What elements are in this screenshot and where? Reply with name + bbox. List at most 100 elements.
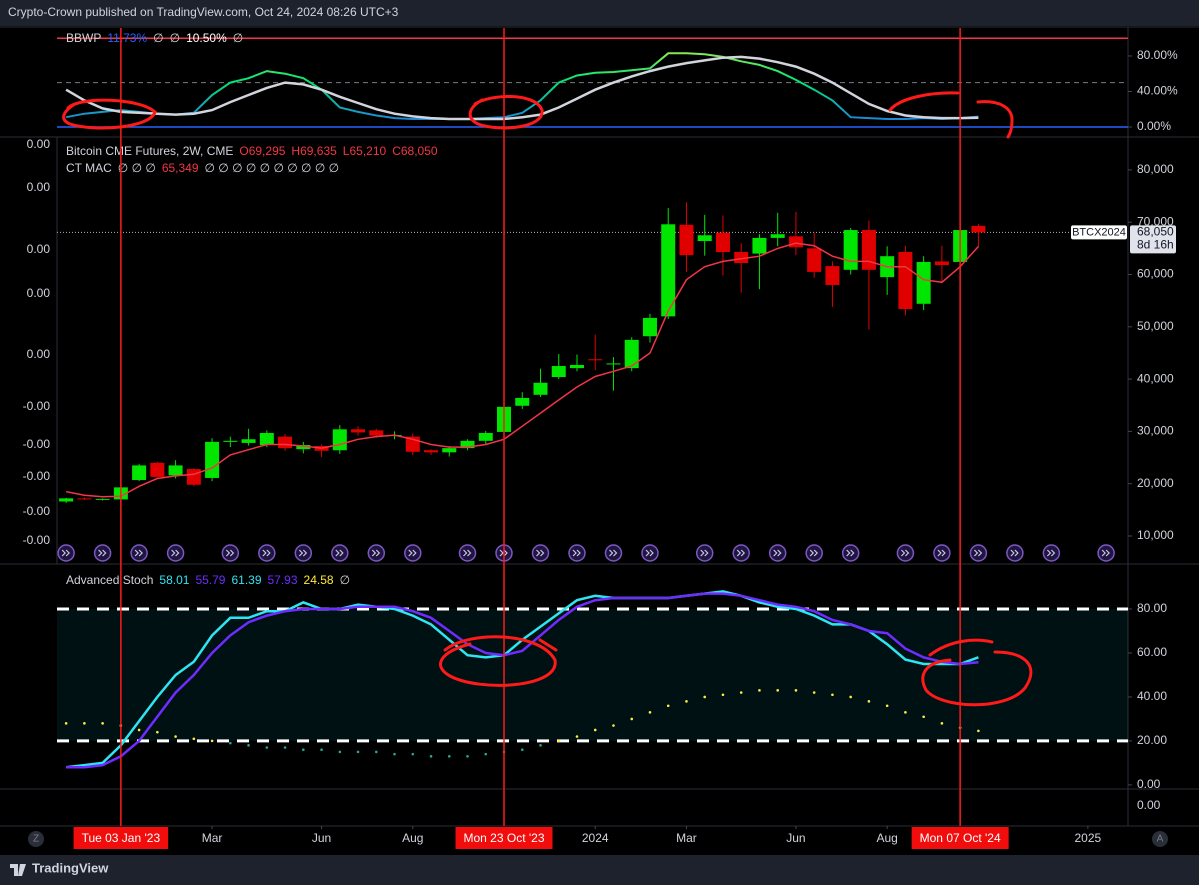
- legend-item: ∅ ∅ ∅: [118, 161, 156, 175]
- y-tick-label: 30,000: [1137, 424, 1174, 438]
- symbol-label: BTCX2024: [1072, 226, 1126, 238]
- candle-body: [934, 261, 949, 266]
- event-icon: [221, 544, 240, 562]
- event-icon: [695, 544, 714, 562]
- candle-body: [916, 261, 931, 304]
- dot: [849, 695, 852, 699]
- event-icon: [130, 544, 148, 562]
- event-icon: [1097, 544, 1115, 562]
- event-icon-arrow: [408, 549, 417, 557]
- event-icon-arrow: [171, 549, 180, 557]
- plot: 0.00% 40.00% 80.00% BBWP 11.73% ∅ ∅ 10.50% ∅ 10,0…: [23, 28, 1178, 849]
- legend-item: ∅: [153, 31, 163, 45]
- event-icon: [896, 544, 915, 562]
- y-tick-label: 50,000: [1137, 319, 1174, 333]
- candle-body: [661, 224, 676, 317]
- candle-body: [807, 248, 822, 272]
- legend-item: 61.39: [231, 573, 261, 587]
- event-icon-arrow: [98, 549, 107, 557]
- candle-body: [533, 382, 548, 395]
- event-icon-arrow: [225, 549, 235, 557]
- dot: [247, 744, 250, 747]
- hand-circle: [62, 98, 157, 130]
- event-icon: [805, 544, 823, 562]
- candle-body: [770, 234, 785, 238]
- event-icon-arrow: [973, 549, 983, 557]
- dot: [320, 748, 323, 752]
- candle-body: [551, 366, 566, 378]
- left-axis-label: -0.00: [23, 437, 51, 451]
- event-icon-arrow: [262, 549, 271, 557]
- legend-item: ∅: [233, 31, 243, 45]
- event-icon: [331, 544, 349, 562]
- candle-body: [296, 445, 311, 450]
- symbol-box: [1071, 225, 1127, 240]
- button-label: A: [1157, 834, 1164, 845]
- candle-body: [168, 465, 183, 476]
- y-tick-label: 80.00: [1137, 601, 1167, 615]
- dot: [630, 717, 634, 721]
- candle-body: [241, 439, 256, 443]
- legend-item: ∅: [340, 573, 350, 587]
- legend-item: C68,050: [392, 144, 438, 158]
- button-label: Z: [33, 834, 39, 845]
- y-tick-label: 10,000: [1137, 528, 1174, 542]
- x-tick-label: Mon 07 Oct '24: [920, 831, 1001, 845]
- legend-item: 58.01: [159, 573, 189, 587]
- event-icon: [258, 544, 276, 562]
- event-icon-arrow: [536, 549, 545, 557]
- annotations: [62, 91, 1033, 707]
- y-tick-label: 40.00: [1137, 689, 1167, 703]
- dot: [101, 722, 104, 725]
- button[interactable]: [1152, 831, 1168, 847]
- y-tick-label: 60,000: [1137, 267, 1174, 281]
- event-icon-arrow: [61, 549, 70, 557]
- x-tick-label: Tue 03 Jan '23: [82, 831, 161, 845]
- dot: [904, 711, 907, 714]
- legend-item: 10.50%: [186, 31, 227, 45]
- y-tick-label: 40,000: [1137, 371, 1174, 385]
- candle-body: [642, 317, 657, 337]
- event-icon-arrow: [371, 549, 381, 557]
- dot: [156, 730, 159, 734]
- candle-body: [259, 432, 274, 446]
- x-tick-label: 2025: [1075, 831, 1102, 845]
- dot: [229, 741, 232, 745]
- event-icon: [841, 544, 860, 562]
- hand-mark: [888, 91, 960, 112]
- price-box: [1130, 225, 1176, 254]
- candle-body: [369, 430, 384, 436]
- event-icon: [1006, 544, 1024, 562]
- dot: [192, 737, 196, 741]
- dot: [174, 735, 177, 738]
- candle-body: [95, 498, 110, 500]
- legend-item: 55.79: [195, 573, 225, 587]
- dot: [940, 722, 944, 725]
- series-line: [65, 55, 979, 121]
- left-axis-label: -0.00: [23, 504, 51, 518]
- button[interactable]: [28, 831, 44, 847]
- legend-item: Bitcoin CME Futures, 2W, CME: [66, 144, 233, 158]
- pane-borders: [0, 26, 1199, 827]
- candle-body: [332, 429, 347, 451]
- dot: [794, 689, 798, 692]
- dot: [703, 695, 707, 699]
- legend-item: Advanced Stoch: [66, 573, 153, 587]
- dot: [466, 755, 469, 758]
- series-line: [66, 592, 979, 769]
- event-icon: [531, 544, 550, 562]
- dot: [83, 722, 86, 725]
- dot: [137, 728, 141, 732]
- dot: [557, 739, 561, 743]
- event-icon: [367, 544, 386, 562]
- candle-body: [150, 462, 165, 477]
- dot: [666, 704, 670, 708]
- event-icon-arrow: [937, 549, 946, 557]
- event-icon: [568, 544, 586, 562]
- dot: [612, 724, 615, 727]
- left-axis-label: -0.00: [23, 399, 51, 413]
- event-icon: [933, 544, 951, 562]
- legend-item: O69,295: [239, 144, 285, 158]
- event-icon-arrow: [809, 549, 819, 557]
